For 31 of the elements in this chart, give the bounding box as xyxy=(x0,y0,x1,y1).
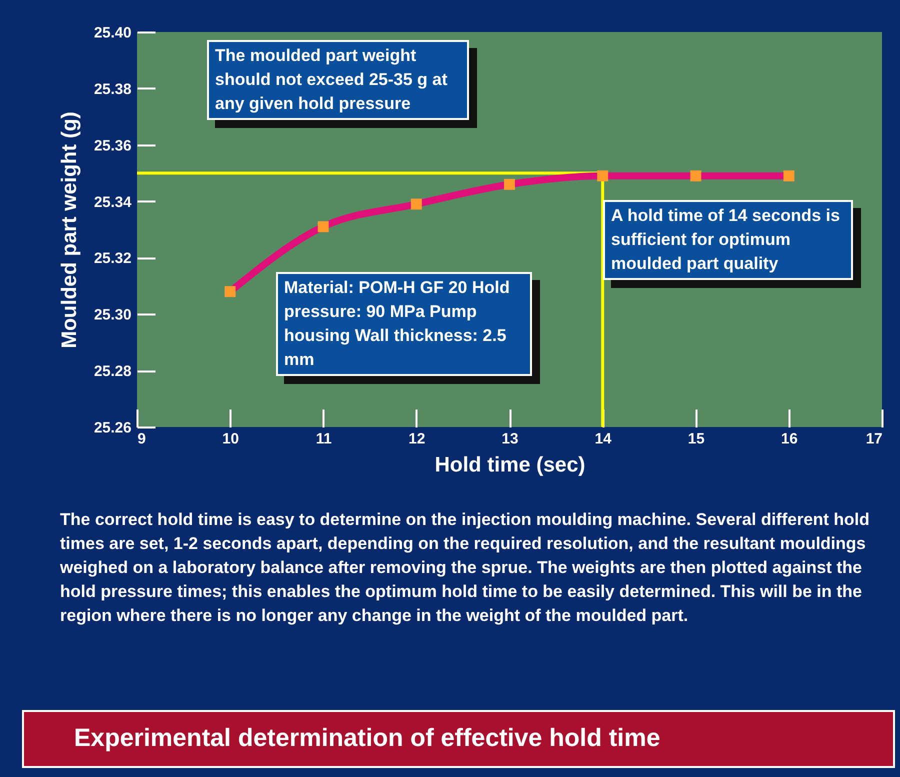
y-tick-label: 25.32 xyxy=(94,250,132,268)
x-tick-label: 10 xyxy=(222,430,239,448)
x-tick-label: 15 xyxy=(688,430,705,448)
x-tick-label: 12 xyxy=(408,430,426,448)
point xyxy=(690,170,702,182)
point xyxy=(597,170,608,182)
annotation: A hold time of 14 seconds is sufficient for optimum moulded part quality xyxy=(603,200,853,280)
point xyxy=(318,221,329,232)
annotation: The moulded part weight should not exceed 25-35 g at any given hold pressure xyxy=(207,40,469,120)
text: The correct hold time is easy to determine on the injection moulding machine. Several different hold times are set, 1-2 seconds apart, depending on the required resolution, and the resultant mouldings weighed on a laboratory balance after removing the sprue. The weights are then plotted against the hold pressure times; this enables the optimum hold time to be easily determined. This will be in the region where there is no longer any change in the weight of the moulded part. xyxy=(60,509,871,627)
x-tick-label: 14 xyxy=(594,430,612,448)
y-tick-label: 25.26 xyxy=(94,420,132,436)
x-tick-label: 16 xyxy=(781,430,798,448)
text: Experimental determination of effective hold time xyxy=(74,724,660,753)
x-tick-label: 11 xyxy=(316,430,332,448)
y-tick-label: 25.28 xyxy=(94,363,132,380)
point xyxy=(783,170,794,182)
y-axis-title: Moulded part weight (g) xyxy=(58,112,81,348)
annotation: Material: POM-H GF 20 Hold pressure: 90 MPa Pump housing Wall thickness: 2.5 mm xyxy=(276,272,532,376)
point xyxy=(224,286,236,298)
y-tick-label: 25.36 xyxy=(94,137,132,154)
point xyxy=(504,178,515,190)
y-tick-label: 25.34 xyxy=(94,194,132,211)
x-axis-title: Hold time (sec) xyxy=(434,454,586,476)
y-tick-label: 25.30 xyxy=(94,306,132,324)
x-tick-label: 17 xyxy=(866,430,882,448)
y-tick-label: 25.38 xyxy=(94,80,132,98)
point xyxy=(410,198,422,210)
y-tick-label: 25.40 xyxy=(94,24,132,42)
x-tick-label: 13 xyxy=(502,430,518,448)
x-tick-label: 9 xyxy=(138,430,146,448)
